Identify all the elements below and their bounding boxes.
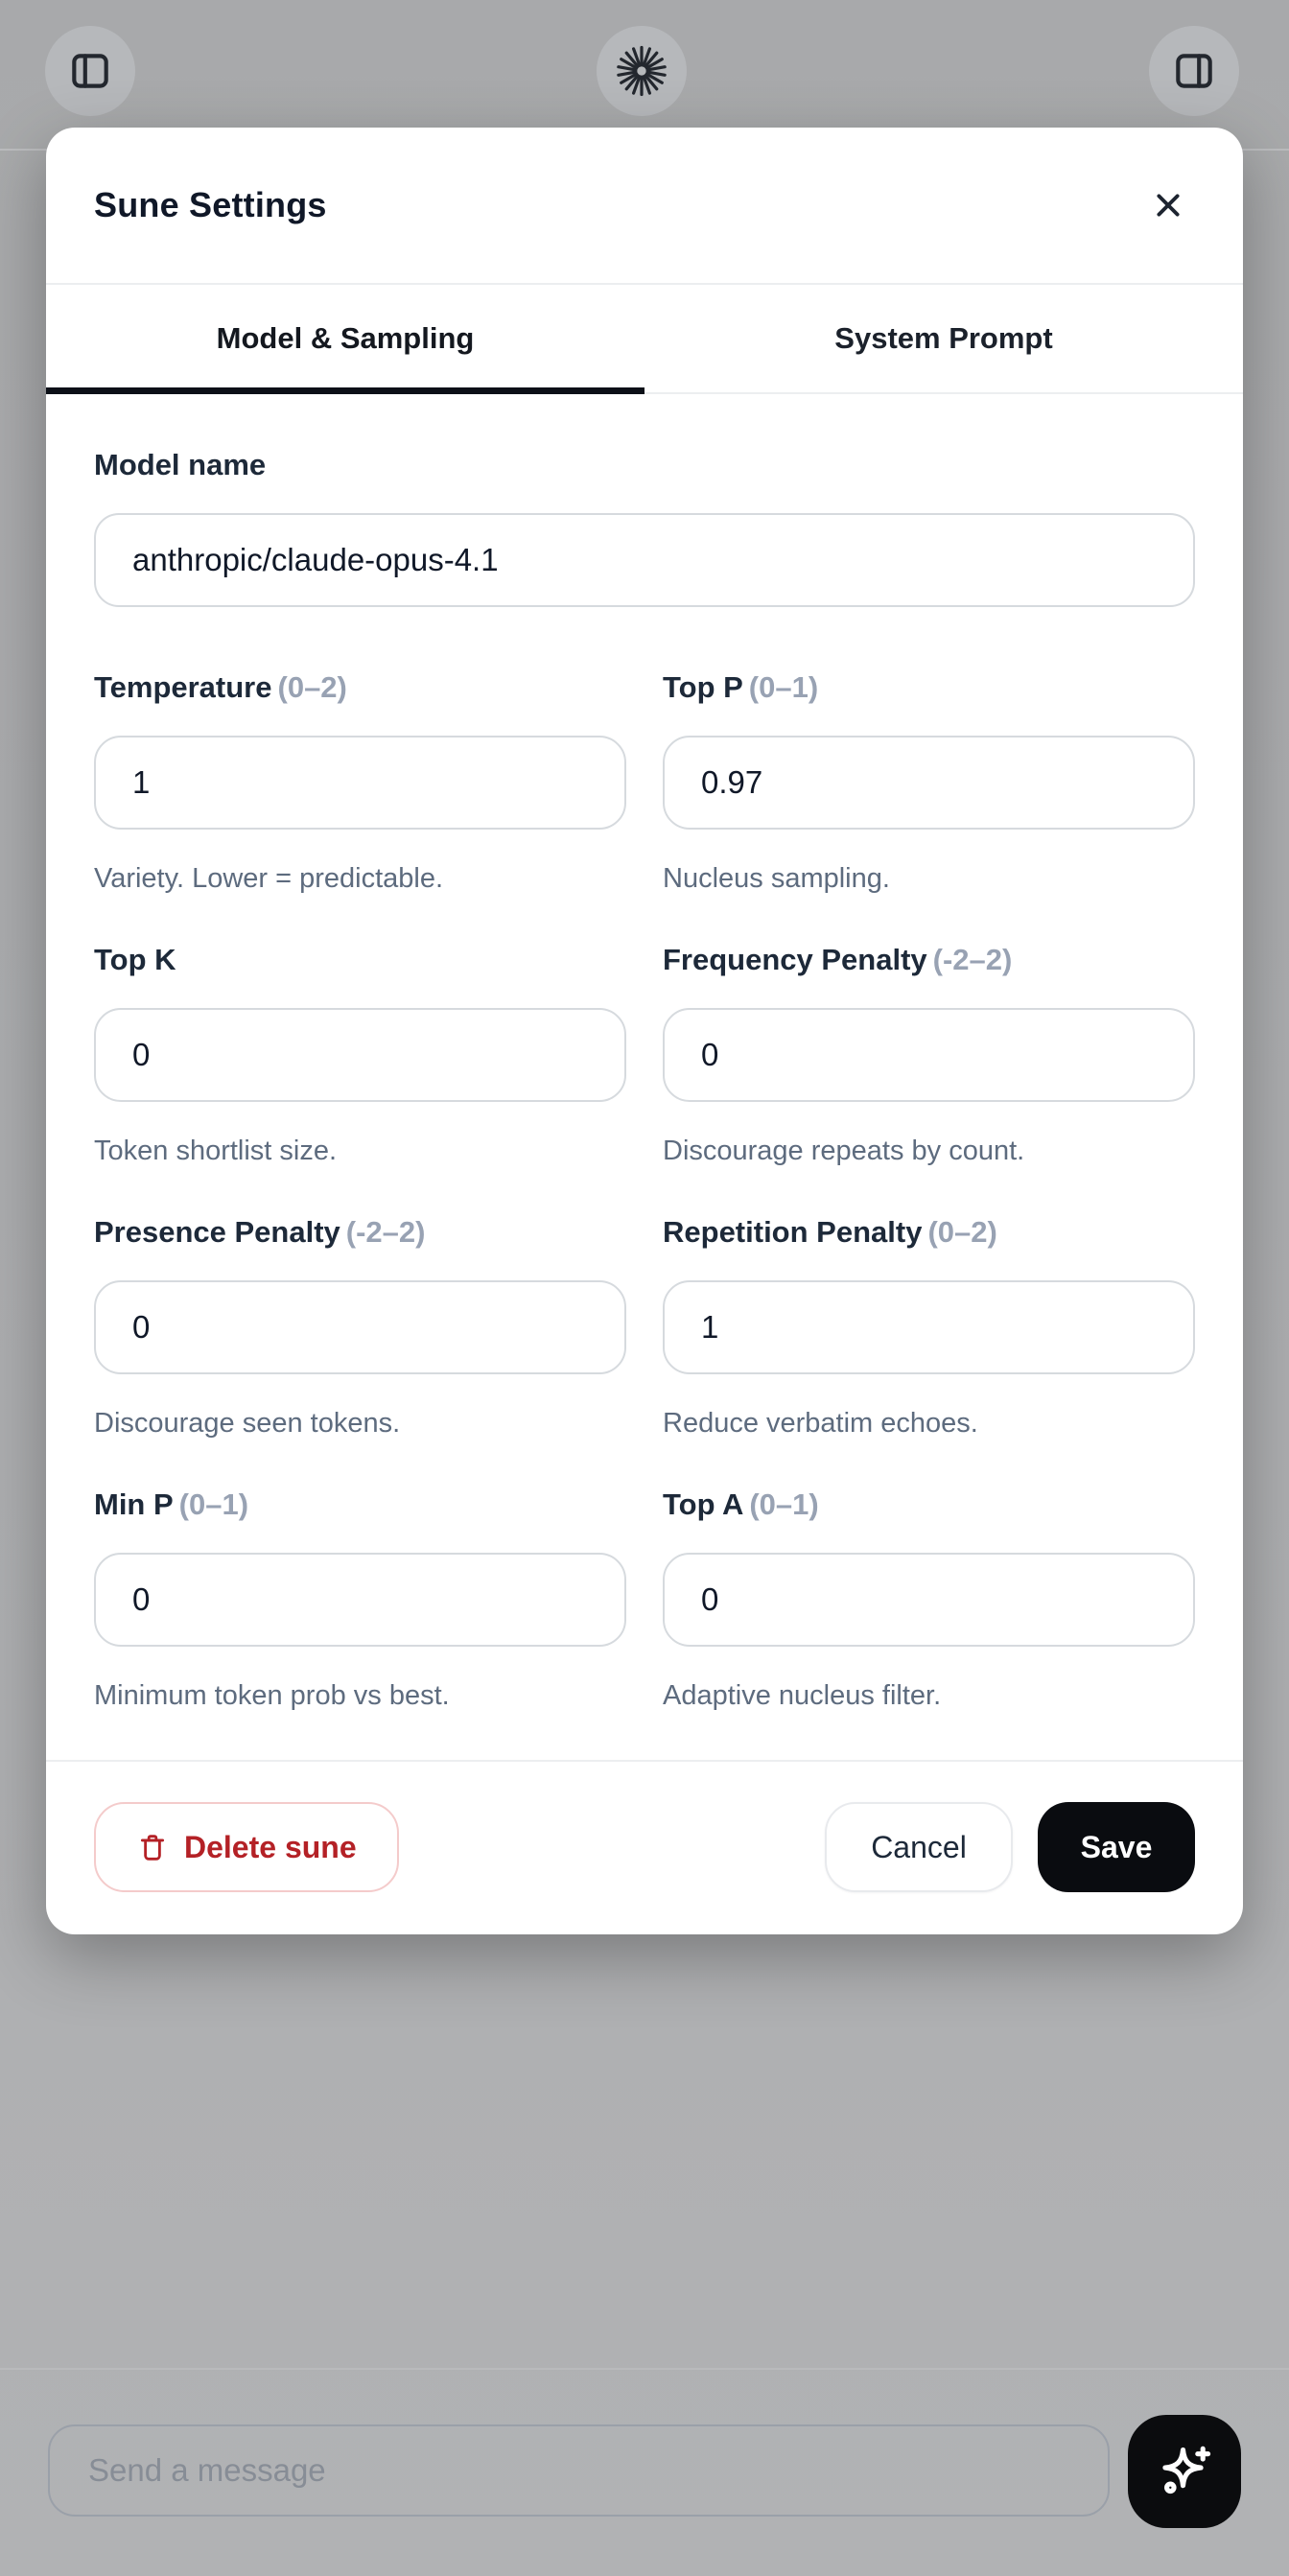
panel-right-icon: [1170, 47, 1218, 95]
param-repetition-penalty: Repetition Penalty(0–2) Reduce verbatim …: [663, 1213, 1195, 1438]
active-tab-underline: [46, 387, 644, 394]
repetition-penalty-input[interactable]: [663, 1280, 1195, 1374]
param-range: (0–2): [927, 1215, 997, 1249]
tab-system-prompt[interactable]: System Prompt: [644, 285, 1243, 392]
param-presence-penalty: Presence Penalty(-2–2) Discourage seen t…: [94, 1213, 626, 1438]
tab-model-sampling[interactable]: Model & Sampling: [46, 285, 644, 392]
top-a-input[interactable]: [663, 1553, 1195, 1647]
message-input[interactable]: [48, 2424, 1110, 2517]
close-icon: [1148, 185, 1188, 225]
close-button[interactable]: [1141, 178, 1195, 232]
param-top-a: Top A(0–1) Adaptive nucleus filter.: [663, 1486, 1195, 1710]
min-p-input[interactable]: [94, 1553, 626, 1647]
save-button[interactable]: Save: [1038, 1802, 1195, 1892]
toggle-right-sidebar-button[interactable]: [1149, 26, 1239, 116]
param-help: Minimum token prob vs best.: [94, 1680, 450, 1711]
app-logo-button[interactable]: [597, 26, 687, 116]
cancel-button[interactable]: Cancel: [825, 1802, 1013, 1892]
top-p-input[interactable]: [663, 736, 1195, 830]
composer-top-divider: [0, 2368, 1289, 2370]
param-label: Top K: [94, 943, 176, 976]
param-frequency-penalty: Frequency Penalty(-2–2) Discourage repea…: [663, 941, 1195, 1165]
param-help: Adaptive nucleus filter.: [663, 1680, 942, 1711]
param-help: Reduce verbatim echoes.: [663, 1408, 978, 1439]
param-label: Top P: [663, 670, 743, 704]
param-label: Frequency Penalty: [663, 943, 927, 976]
param-top-p: Top P(0–1) Nucleus sampling.: [663, 668, 1195, 893]
param-min-p: Min P(0–1) Minimum token prob vs best.: [94, 1486, 626, 1710]
temperature-input[interactable]: [94, 736, 626, 830]
starburst-icon: [616, 45, 668, 97]
dialog-content: Model name Temperature(0–2) Variety. Low…: [46, 394, 1243, 1710]
sparkle-plus-icon: [1150, 2437, 1219, 2506]
param-label: Min P: [94, 1487, 174, 1521]
param-label: Repetition Penalty: [663, 1215, 923, 1249]
param-range: (0–1): [178, 1487, 249, 1521]
footer-divider: [46, 1760, 1243, 1762]
delete-sune-label: Delete sune: [184, 1829, 357, 1864]
dialog-title: Sune Settings: [94, 185, 327, 224]
param-range: (0–2): [277, 670, 347, 704]
delete-sune-button[interactable]: Delete sune: [94, 1802, 399, 1892]
param-help: Nucleus sampling.: [663, 863, 890, 894]
param-help: Discourage repeats by count.: [663, 1136, 1025, 1166]
param-label: Presence Penalty: [94, 1215, 340, 1249]
param-range: (0–1): [749, 1487, 819, 1521]
param-temperature: Temperature(0–2) Variety. Lower = predic…: [94, 668, 626, 893]
param-help: Variety. Lower = predictable.: [94, 863, 444, 894]
param-label: Top A: [663, 1487, 744, 1521]
trash-icon: [136, 1831, 169, 1863]
param-label: Temperature: [94, 670, 272, 704]
param-help: Token shortlist size.: [94, 1136, 338, 1166]
model-name-input[interactable]: [94, 513, 1195, 607]
presence-penalty-input[interactable]: [94, 1280, 626, 1374]
param-range: (-2–2): [932, 943, 1013, 976]
frequency-penalty-input[interactable]: [663, 1008, 1195, 1102]
model-name-label: Model name: [94, 448, 267, 481]
top-k-input[interactable]: [94, 1008, 626, 1102]
param-range: (0–1): [748, 670, 819, 704]
dialog-footer: Delete sune Cancel Save: [46, 1762, 1243, 1934]
param-top-k: Top K Token shortlist size.: [94, 941, 626, 1165]
dialog-header: Sune Settings: [46, 128, 1243, 283]
param-help: Discourage seen tokens.: [94, 1408, 401, 1439]
toggle-left-sidebar-button[interactable]: [45, 26, 135, 116]
dialog-tabs: Model & Sampling System Prompt: [46, 283, 1243, 394]
panel-left-icon: [66, 47, 114, 95]
sampling-params-grid: Temperature(0–2) Variety. Lower = predic…: [94, 668, 1195, 1710]
param-range: (-2–2): [345, 1215, 426, 1249]
send-sparkle-button[interactable]: [1128, 2415, 1241, 2528]
sune-settings-dialog: Sune Settings Model & Sampling System Pr…: [46, 128, 1243, 1934]
